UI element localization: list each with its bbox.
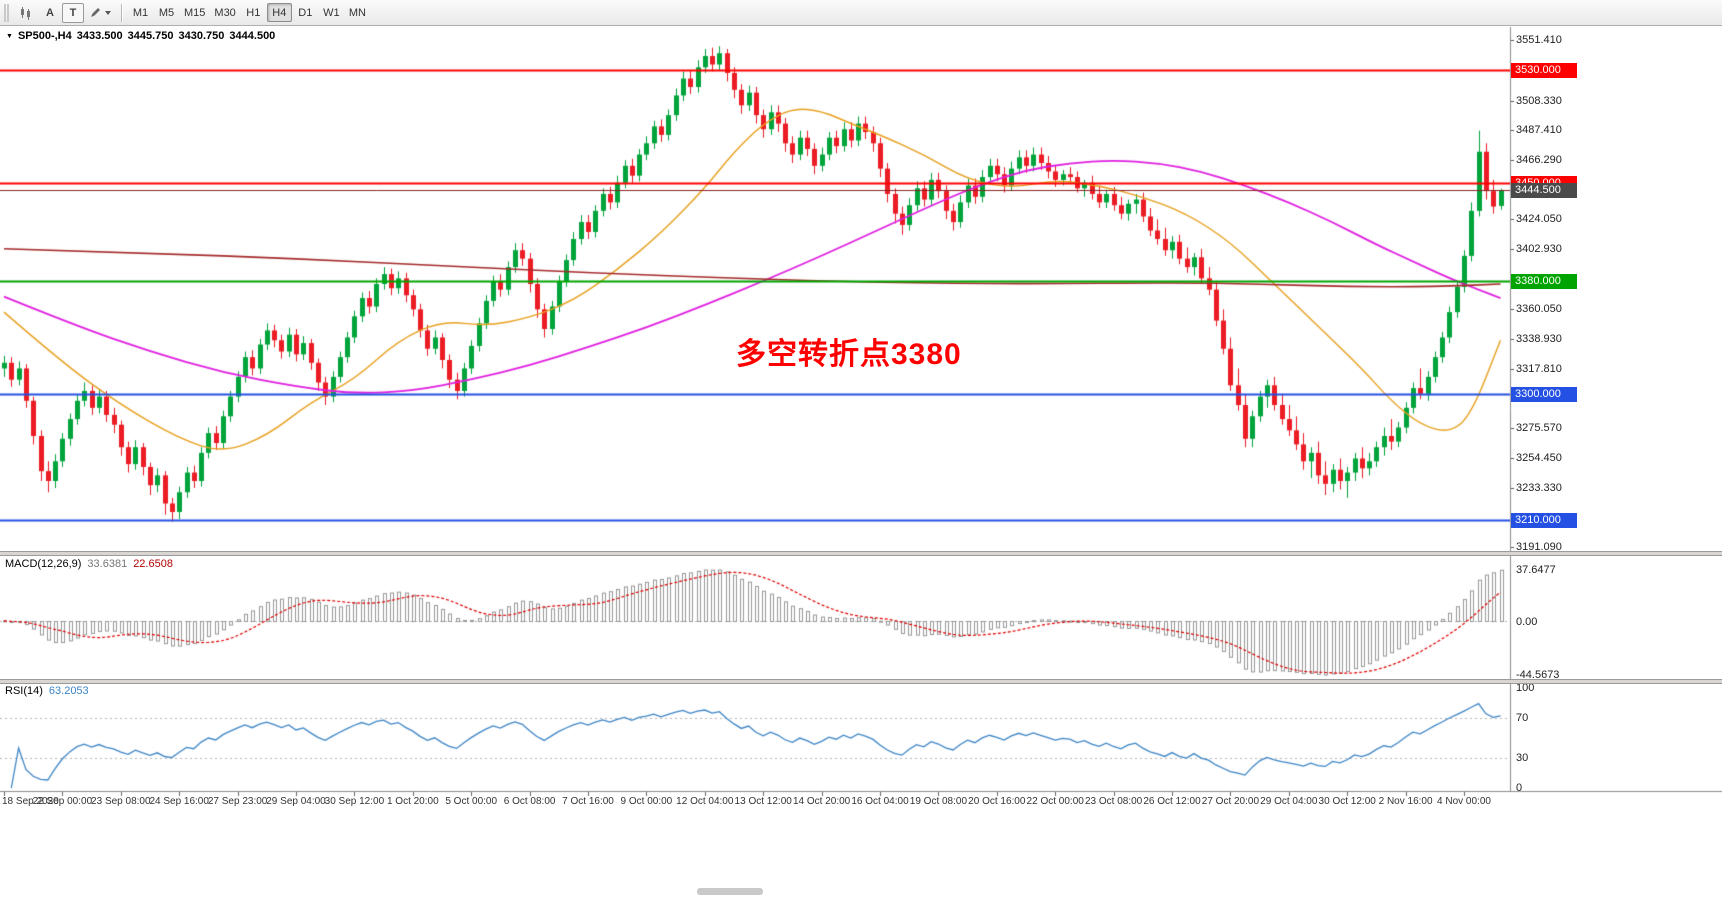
time-axis-label: 5 Oct 00:00 [445,796,498,807]
chevron-down-icon [105,10,111,15]
timeframe-button-d1[interactable]: D1 [293,3,318,22]
time-axis-label: 13 Oct 12:00 [734,796,792,807]
timeframe-button-mn[interactable]: MN [345,3,370,22]
time-axis-label: 22 Oct 00:00 [1026,796,1084,807]
candlestick-chart-icon [21,6,30,20]
rsi-axis-label: 70 [1516,712,1529,724]
time-axis-label: 1 Oct 20:00 [386,796,439,807]
price-level-tag: 3380.000 [1511,273,1577,289]
ohlc-close: 3444.500 [229,30,276,42]
price-axis-label: 3424.050 [1516,213,1562,226]
price-axis-label: 3317.810 [1516,362,1562,375]
time-axis-label: 30 Oct 12:00 [1318,796,1376,807]
rsi-name: RSI(14) [5,685,43,697]
collapse-triangle-icon[interactable]: ▼ [6,32,13,40]
timeframe-button-h1[interactable]: H1 [241,3,266,22]
chart-type-button[interactable] [14,3,38,23]
time-axis-label: 27 Oct 20:00 [1201,796,1260,807]
rsi-axis-label: 100 [1516,682,1535,694]
timeframe-button-m5[interactable]: M5 [154,3,179,22]
price-level-tag: 3300.000 [1511,386,1577,402]
time-axis-label: 14 Oct 20:00 [792,796,851,807]
time-axis-label: 27 Sep 23:00 [207,796,268,807]
price-axis-label: 3338.930 [1516,332,1562,345]
time-axis-label: 9 Oct 00:00 [620,796,673,807]
rsi-panel[interactable] [0,684,1510,791]
time-axis-label: 2 Nov 16:00 [1378,796,1433,807]
time-axis-label: 23 Sep 08:00 [91,796,151,807]
price-level-tag: 3530.000 [1511,62,1577,78]
macd-axis-label: 0.00 [1516,615,1538,628]
pencil-icon [91,8,100,17]
time-axis-label: 12 Oct 04:00 [676,796,734,807]
time-axis-label: 30 Sep 12:00 [324,796,385,807]
time-axis-label: 24 Sep 16:00 [149,796,209,807]
time-axis-label: 6 Oct 08:00 [503,796,556,807]
macd-value: 33.6381 [87,558,128,570]
horizontal-scrollbar-thumb[interactable] [697,888,763,895]
macd-name: MACD(12,26,9) [5,558,82,570]
macd-axis-label: -44.5673 [1516,669,1560,681]
time-axis-label: 20 Oct 16:00 [968,796,1026,807]
price-axis-label: 3466.290 [1516,153,1562,166]
toolbar-separator [121,3,122,22]
macd-axis-label: 37.6477 [1516,564,1556,576]
macd-indicator-label: MACD(12,26,9) 33.6381 22.6508 [5,558,173,570]
price-axis-label: 3360.050 [1516,303,1562,316]
timeframe-button-w1[interactable]: W1 [319,3,344,22]
drawing-tools-button[interactable] [85,3,115,23]
ohlc-high: 3445.750 [127,30,174,42]
ohlc-low: 3430.750 [178,30,225,42]
current-price-tag: 3444.500 [1511,182,1577,198]
time-axis-label: 22 Sep 00:00 [32,796,93,807]
rsi-axis-label: 0 [1516,782,1523,794]
time-axis-label: 7 Oct 16:00 [562,796,614,807]
rsi-value: 63.2053 [48,685,89,697]
macd-signal-value: 22.6508 [133,558,173,570]
macd-panel[interactable] [0,556,1510,679]
price-axis-label: 3275.570 [1516,422,1562,435]
price-axis-label: 3551.410 [1516,34,1562,46]
chart-annotation[interactable]: 多空转折点3380 [736,338,962,371]
timeframe-button-m30[interactable]: M30 [210,3,239,22]
time-axis-label: 29 Oct 04:00 [1260,796,1318,807]
time-axis-label: 19 Oct 08:00 [909,796,968,807]
time-axis-label: 4 Nov 00:00 [1437,796,1491,807]
time-axis-label: 29 Sep 04:00 [266,796,326,807]
price-level-tag: 3210.000 [1511,512,1577,528]
price-axis-label: 3508.330 [1516,94,1562,107]
rsi-axis-label: 30 [1516,752,1529,764]
chart-title: ▼ SP500-,H4 3433.500 3445.750 3430.750 3… [6,30,275,42]
price-axis-label: 3487.410 [1516,124,1562,137]
main-chart-panel[interactable] [0,27,1510,551]
time-axis-label: 23 Oct 08:00 [1084,796,1143,807]
ohlc-open: 3433.500 [76,30,123,42]
time-axis-label: 26 Oct 12:00 [1143,796,1201,807]
price-axis-label: 3402.930 [1516,242,1562,255]
text-box-button[interactable]: T [62,2,84,23]
time-axis-label: 16 Oct 04:00 [851,796,909,807]
timeframe-button-group: M1 M5 M15 M30 H1 H4 D1 W1 MN [128,3,370,22]
panel-splitter[interactable] [0,679,1722,684]
text-annotation-button[interactable]: A [39,3,61,23]
timeframe-button-m15[interactable]: M15 [180,3,209,22]
toolbar-grip[interactable] [4,3,9,22]
timeframe-button-m1[interactable]: M1 [128,3,153,22]
panel-splitter[interactable] [0,551,1722,556]
toolbar: A T M1 M5 M15 M30 H1 H4 D1 W1 MN [0,0,1722,26]
time-axis-label: 18 Sep 2020 [2,796,59,807]
price-axis-label: 3254.450 [1516,451,1562,464]
price-axis-label: 3191.090 [1516,541,1562,553]
symbol-period-label: SP500-,H4 [17,30,72,42]
price-axis-label: 3233.330 [1516,481,1562,494]
timeframe-button-h4[interactable]: H4 [266,3,292,22]
rsi-indicator-label: RSI(14) 63.2053 [5,685,89,697]
